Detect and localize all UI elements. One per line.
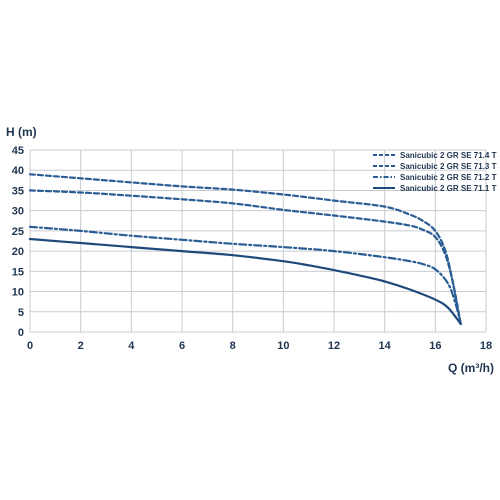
series-line-3 <box>28 225 462 325</box>
x-tick-label: 4 <box>128 340 135 352</box>
vertical-gridlines <box>29 150 487 332</box>
y-tick-label: 25 <box>12 226 24 238</box>
horizontal-gridlines <box>30 149 486 333</box>
y-tick-label: 10 <box>12 287 24 299</box>
y-tick-label: 35 <box>12 185 24 197</box>
x-axis-tick-labels: 0 2 4 6 8 10 12 14 16 18 <box>27 340 492 352</box>
series-line-4 <box>28 237 462 325</box>
x-tick-label: 6 <box>179 340 185 352</box>
y-axis-title: H (m) <box>6 125 37 139</box>
series-line-1 <box>28 173 462 325</box>
y-tick-label: 45 <box>12 145 24 157</box>
series-line-2 <box>28 189 462 325</box>
legend: Sanicubic 2 GR SE 71.4 T Sanicubic 2 GR S… <box>373 151 497 193</box>
x-tick-label: 12 <box>328 340 340 352</box>
x-tick-label: 16 <box>429 340 441 352</box>
y-tick-label: 0 <box>18 327 24 339</box>
x-tick-label: 2 <box>78 340 84 352</box>
x-tick-label: 8 <box>230 340 236 352</box>
x-tick-label: 14 <box>379 340 392 352</box>
y-tick-label: 40 <box>12 165 24 177</box>
x-tick-label: 10 <box>277 340 289 352</box>
legend-label: Sanicubic 2 GR SE 71.2 T <box>400 173 497 182</box>
legend-label: Sanicubic 2 GR SE 71.4 T <box>400 151 497 160</box>
y-tick-label: 5 <box>18 307 24 319</box>
legend-label: Sanicubic 2 GR SE 71.3 T <box>400 162 497 171</box>
y-tick-label: 30 <box>12 206 24 218</box>
series-lines <box>28 173 462 325</box>
x-tick-label: 0 <box>27 340 33 352</box>
y-tick-label: 20 <box>12 246 24 258</box>
x-tick-label: 18 <box>480 340 492 352</box>
legend-label: Sanicubic 2 GR SE 71.1 T <box>400 184 497 193</box>
x-axis-title: Q (m³/h) <box>448 361 494 375</box>
y-tick-label: 15 <box>12 266 24 278</box>
y-axis-tick-labels: 0 5 10 15 20 25 30 35 40 45 <box>12 145 24 339</box>
